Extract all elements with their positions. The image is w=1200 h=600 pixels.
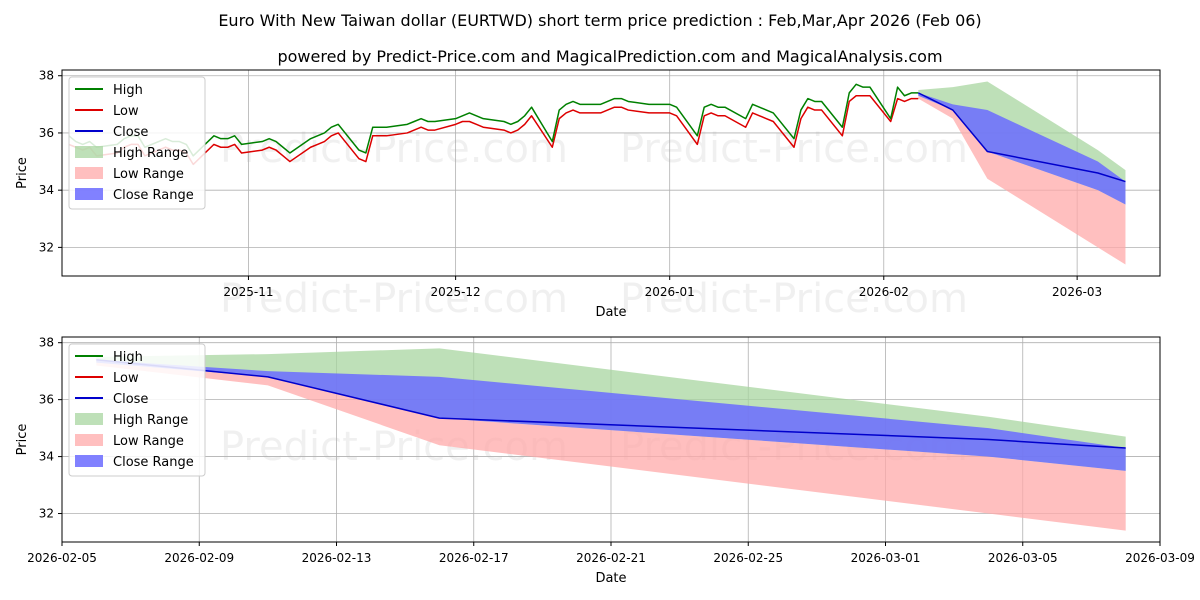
legend-label-low: Low — [113, 104, 139, 119]
bottom-panel: Predict-Price.com Predict-Price.com 2026… — [15, 336, 1195, 586]
x-tick-label: 2026-03-01 — [851, 551, 921, 565]
x-tick-label: 2026-02-13 — [302, 551, 372, 565]
legend-swatch-high-range — [75, 413, 103, 425]
legend-label-low-range: Low Range — [113, 434, 184, 449]
x-tick-label: 2025-11 — [223, 285, 273, 299]
x-tick-label: 2026-03-05 — [988, 551, 1058, 565]
x-tick-label: 2026-02-09 — [164, 551, 234, 565]
low-range-band — [96, 362, 1126, 531]
low-series-line — [68, 95, 919, 166]
x-tick-label: 2026-02-25 — [713, 551, 783, 565]
chart-title: Euro With New Taiwan dollar (EURTWD) sho… — [218, 11, 981, 30]
x-tick-label: 2026-03-09 — [1125, 551, 1195, 565]
close-forecast-line — [917, 92, 1126, 183]
legend-label-high-range: High Range — [113, 413, 188, 428]
x-tick-label: 2026-02-17 — [439, 551, 509, 565]
close-forecast-line — [96, 359, 1126, 449]
x-tick-label: 2026-02 — [859, 285, 909, 299]
x-tick-label: 2026-01 — [645, 285, 695, 299]
legend-label-close-range: Close Range — [113, 188, 194, 203]
legend-label-low: Low — [113, 371, 139, 386]
watermark: Predict-Price.com — [620, 276, 968, 322]
watermark: Predict-Price.com — [220, 276, 568, 322]
legend-swatch-close-range — [75, 455, 103, 467]
y-tick-label: 34 — [39, 450, 54, 464]
y-axis-label: Price — [15, 157, 30, 189]
plot-frame — [61, 69, 1161, 277]
close-range-band — [918, 92, 1126, 205]
y-tick-label: 32 — [39, 507, 54, 521]
legend-label-close-range: Close Range — [113, 455, 194, 470]
x-tick-label: 2025-12 — [431, 285, 481, 299]
legend-swatch-close-range — [75, 188, 103, 200]
legend-label-high-range: High Range — [113, 146, 188, 161]
high-series-line — [68, 83, 919, 157]
y-tick-label: 32 — [39, 240, 54, 254]
y-tick-label: 36 — [39, 393, 54, 407]
x-tick-label: 2026-02-21 — [576, 551, 646, 565]
legend-swatch-low-range — [75, 434, 103, 446]
legend: High Low Close High Range Low Range Clos… — [68, 76, 206, 210]
chart-subtitle: powered by Predict-Price.com and Magical… — [277, 47, 942, 66]
x-tick-label: 2026-03 — [1052, 285, 1102, 299]
legend: High Low Close High Range Low Range Clos… — [68, 343, 206, 477]
top-panel: Predict-Price.com Predict-Price.com Pred… — [15, 69, 1161, 322]
y-tick-label: 36 — [39, 126, 54, 140]
legend-label-close: Close — [113, 392, 148, 407]
x-axis-label: Date — [595, 305, 626, 320]
watermark: Predict-Price.com — [620, 126, 968, 172]
legend-label-high: High — [113, 83, 143, 98]
legend-label-high: High — [113, 350, 143, 365]
legend-label-low-range: Low Range — [113, 167, 184, 182]
low-range-band — [918, 95, 1126, 265]
legend-swatch-high-range — [75, 146, 103, 158]
close-range-band — [96, 359, 1126, 471]
y-tick-label: 34 — [39, 183, 54, 197]
y-axis-label: Price — [15, 424, 30, 456]
legend-swatch-low-range — [75, 167, 103, 179]
x-tick-label: 2026-02-05 — [27, 551, 97, 565]
y-tick-label: 38 — [39, 336, 54, 350]
legend-label-close: Close — [113, 125, 148, 140]
watermark: Predict-Price.com — [220, 126, 568, 172]
x-axis-label: Date — [595, 571, 626, 586]
y-tick-label: 38 — [39, 69, 54, 83]
